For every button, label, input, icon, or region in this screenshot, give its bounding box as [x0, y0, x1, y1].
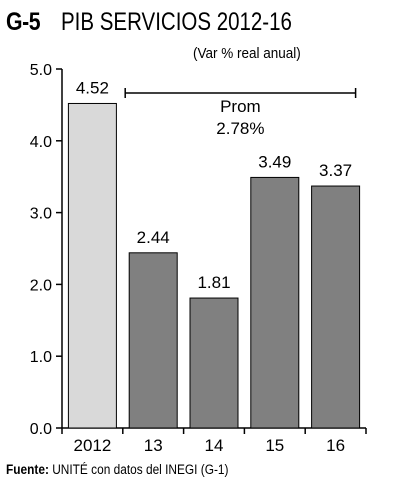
source-label: Fuente:: [6, 462, 49, 477]
chart-title: G-5 PIB SERVICIOS 2012-16: [6, 8, 292, 42]
bar-14: [189, 297, 239, 429]
source-text: UNITÉ con datos del INEGI (G-1): [52, 462, 229, 477]
y-tick-label: 0.0: [30, 421, 52, 438]
bar-13: [128, 252, 178, 429]
value-label: 3.37: [319, 161, 352, 180]
y-tick-label: 2.0: [30, 277, 52, 294]
chart-subtitle-text: (Var % real anual): [193, 45, 301, 62]
chart-code: G-5: [6, 8, 41, 36]
x-tick-label: 15: [265, 436, 284, 455]
prom-label: Prom: [220, 97, 261, 116]
value-label: 1.81: [197, 273, 230, 292]
source-note: Fuente: UNITÉ con datos del INEGI (G-1): [6, 462, 228, 477]
bar-2012: [67, 102, 117, 429]
value-label: 3.49: [258, 152, 291, 171]
bar-16: [311, 185, 361, 429]
x-tick-label: 16: [326, 436, 345, 455]
value-label: 4.52: [76, 78, 109, 97]
chart-title-text: PIB SERVICIOS 2012-16: [61, 8, 292, 36]
bar-15: [250, 176, 300, 429]
x-tick-label: 2012: [73, 436, 111, 455]
x-tick-label: 14: [205, 436, 224, 455]
value-label: 2.44: [137, 228, 170, 247]
y-tick-label: 1.0: [30, 349, 52, 366]
y-tick-label: 3.0: [30, 206, 52, 223]
y-tick-label: 4.0: [30, 134, 52, 151]
chart-subtitle: (Var % real anual): [0, 45, 406, 62]
x-tick-label: 13: [144, 436, 163, 455]
prom-value: 2.78%: [216, 119, 264, 138]
y-tick-label: 5.0: [30, 62, 52, 79]
